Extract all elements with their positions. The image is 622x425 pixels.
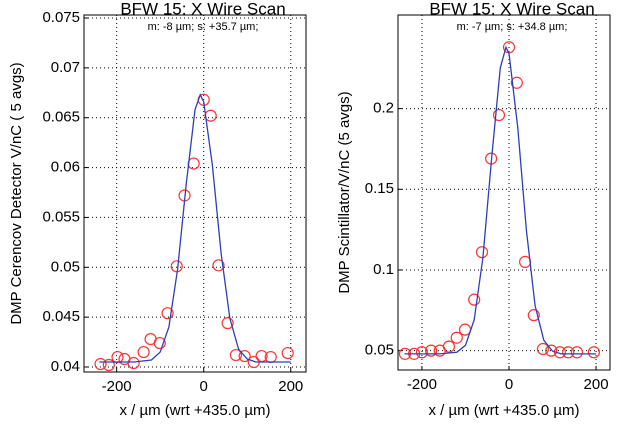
x-tick-label: -200 — [102, 378, 132, 395]
y-tick-label: 0.2 — [373, 100, 394, 117]
chart-subtitle: m: -8 µm; s: +35.7 µm; — [148, 21, 259, 33]
x-tick-label: 0 — [505, 376, 513, 393]
y-tick-label: 0.045 — [42, 308, 80, 325]
y-tick-label: 0.075 — [42, 9, 80, 26]
data-point — [102, 358, 115, 372]
y-axis-label: DMP Cerencov Detector V/nC ( 5 avgs) — [8, 62, 25, 324]
data-point — [527, 309, 540, 322]
plot-area — [84, 15, 306, 372]
data-point — [475, 246, 489, 259]
data-point — [536, 342, 550, 356]
data-point — [587, 346, 600, 359]
x-axis-label: x / µm (wrt +435.0 µm) — [119, 402, 270, 419]
y-tick-label: 0.07 — [51, 59, 80, 76]
data-point — [94, 357, 107, 371]
chart-title: BFW 15: X Wire Scan — [429, 0, 594, 18]
x-axis-label: x / µm (wrt +435.0 µm) — [428, 402, 579, 419]
y-tick-label: 0.05 — [51, 258, 80, 275]
data-point — [137, 345, 150, 359]
chart-subtitle: m: -7 µm; s: +34.8 µm; — [457, 21, 568, 33]
y-tick-label: 0.1 — [373, 261, 394, 278]
data-point — [238, 349, 251, 363]
data-point — [510, 76, 523, 89]
x-tick-label: 200 — [584, 376, 609, 393]
data-point — [562, 346, 575, 359]
data-point — [450, 331, 463, 344]
y-tick-label: 0.05 — [365, 342, 394, 359]
x-tick-label: 0 — [200, 378, 208, 395]
data-point — [161, 307, 174, 320]
data-point — [468, 293, 481, 306]
chart-title: BFW 15: X Wire Scan — [120, 0, 285, 18]
fit-line — [99, 93, 291, 363]
chart: 0.05 0.1 0.15 0.2 -200 0 200 BFW 15: X Wire Sca… — [336, 0, 611, 419]
plot-frame — [397, 14, 611, 371]
data-point — [570, 346, 584, 359]
y-tick-label: 0.065 — [42, 109, 80, 126]
chart: 0.04 0.045 0.05 0.055 0.06 0.065 0.07 0.075 -200… — [8, 0, 307, 419]
fit-line — [404, 45, 597, 355]
y-tick-label: 0.055 — [42, 208, 80, 225]
data-point — [127, 356, 140, 370]
data-point — [442, 340, 456, 353]
data-point — [492, 108, 506, 122]
y-tick-label: 0.15 — [365, 180, 394, 197]
data-point — [545, 344, 558, 357]
data-point — [281, 346, 294, 360]
y-tick-label: 0.04 — [51, 358, 80, 375]
data-point — [212, 259, 225, 272]
x-tick-label: 200 — [278, 378, 303, 395]
data-point — [153, 336, 166, 350]
plot-area — [398, 15, 610, 370]
y-axis-label: DMP Scintillator/V/nC (5 avgs) — [336, 91, 353, 293]
y-tick-label: 0.06 — [51, 159, 80, 176]
data-point — [424, 344, 438, 357]
data-point — [229, 348, 243, 362]
x-tick-label: -200 — [407, 376, 437, 393]
data-point — [415, 346, 429, 359]
data-point — [221, 317, 234, 330]
plot-frame — [83, 14, 307, 373]
